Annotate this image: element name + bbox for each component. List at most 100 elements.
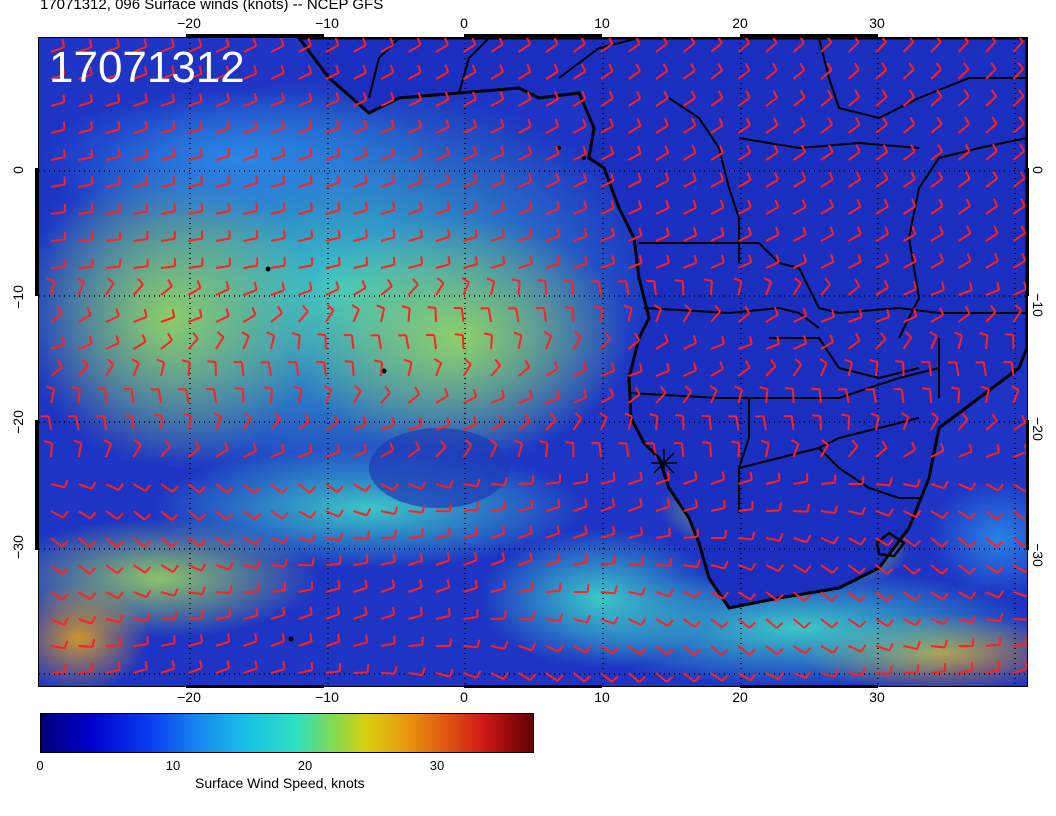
wind-barb-icon — [353, 201, 368, 215]
wind-barb-icon — [260, 361, 272, 377]
wind-barb-icon — [242, 307, 257, 323]
wind-barb-icon — [408, 64, 422, 80]
wind-barb-icon — [1012, 510, 1027, 521]
wind-barb-icon — [958, 282, 973, 296]
wind-barb-icon — [50, 359, 63, 377]
wind-barb-icon — [790, 439, 800, 458]
wind-barb-icon — [710, 499, 726, 512]
wind-barb-icon — [50, 66, 66, 80]
wind-barb-icon — [875, 537, 894, 547]
wind-barb-icon — [243, 257, 259, 269]
wind-barb-icon — [206, 388, 217, 404]
wind-barb-icon — [985, 636, 1002, 647]
wind-barb-icon — [875, 198, 889, 215]
wind-barb-icon — [985, 38, 997, 53]
wind-map[interactable]: 17071312 — [38, 37, 1028, 687]
wind-barb-icon — [215, 175, 231, 188]
wind-barb-icon — [820, 62, 833, 80]
wind-barb-icon — [985, 252, 999, 269]
wind-barb-icon — [453, 306, 465, 323]
wind-barb-icon — [188, 148, 203, 161]
wind-barb-icon — [188, 258, 204, 269]
wind-barb-icon — [150, 388, 162, 404]
wind-barb-icon — [490, 415, 505, 431]
wind-barb-icon — [573, 255, 588, 269]
wind-barb-icon — [188, 93, 203, 107]
wind-barb-icon — [624, 412, 633, 431]
wind-barb-icon — [133, 612, 151, 622]
lon-tick-label: 10 — [594, 689, 610, 705]
wind-barb-icon — [820, 505, 839, 515]
wind-barb-icon — [1012, 89, 1025, 107]
wind-barb-icon — [765, 199, 780, 215]
wind-barb-icon — [518, 475, 535, 485]
wind-barb-icon — [545, 525, 561, 539]
wind-barb-icon — [270, 65, 285, 80]
wind-barb-icon — [902, 89, 915, 107]
wind-barb-icon — [573, 473, 589, 485]
wind-barb-icon — [215, 308, 230, 323]
wind-barb-icon — [215, 483, 234, 494]
wind-barb-icon — [133, 230, 149, 242]
wind-barb-icon — [325, 483, 344, 493]
wind-barb-icon — [820, 199, 835, 215]
wind-barb-icon — [50, 617, 69, 626]
wind-barb-icon — [489, 439, 498, 458]
wind-barb-icon — [573, 525, 588, 539]
wind-barb-icon — [737, 305, 751, 323]
wind-barb-icon — [298, 119, 313, 134]
wind-barb-icon — [407, 38, 422, 53]
wind-barb-icon — [325, 414, 339, 431]
wind-barb-icon — [187, 280, 202, 296]
wind-barb-icon — [869, 359, 879, 377]
wind-barb-icon — [903, 618, 922, 627]
wind-barb-icon — [518, 173, 533, 188]
wind-barb-icon — [710, 560, 729, 570]
wind-barb-icon — [518, 642, 537, 652]
wind-barb-icon — [985, 89, 998, 107]
wind-barb-icon — [929, 331, 938, 350]
wind-barb-icon — [160, 564, 179, 573]
wind-barb-icon — [215, 120, 231, 134]
wind-barb-icon — [317, 333, 327, 350]
wind-barb-icon — [73, 439, 83, 458]
wind-barb-icon — [765, 90, 779, 107]
wind-barb-icon — [738, 254, 753, 269]
wind-barb-icon — [188, 660, 203, 674]
wind-barb-icon — [1012, 61, 1025, 80]
wind-barb-icon — [325, 606, 341, 620]
wind-barb-icon — [792, 38, 805, 53]
wind-barb-icon — [298, 65, 313, 80]
wind-barb-icon — [737, 672, 757, 682]
wind-barb-icon — [105, 38, 120, 53]
wind-barb-icon — [655, 63, 669, 80]
wind-barb-icon — [875, 642, 894, 652]
wind-barb-icon — [435, 637, 453, 648]
wind-barb-icon — [627, 332, 641, 350]
wind-barb-icon — [105, 258, 122, 269]
wind-barb-icon — [1012, 38, 1024, 53]
wind-barb-icon — [957, 171, 971, 188]
wind-barb-icon — [408, 91, 422, 107]
wind-barb-icon — [573, 145, 587, 161]
wind-barb-icon — [298, 444, 313, 458]
wind-barb-icon — [380, 174, 396, 188]
wind-barb-icon — [1012, 252, 1027, 269]
wind-barb-icon — [215, 633, 231, 647]
wind-barb-icon — [921, 360, 932, 377]
wind-barb-icon — [958, 443, 973, 458]
wind-barb-icon — [353, 443, 368, 458]
wind-barb-icon — [737, 618, 756, 629]
wind-barb-icon — [352, 483, 372, 493]
wind-barb-icon — [683, 335, 698, 350]
wind-barb-icon — [463, 118, 478, 134]
wind-barb-icon — [765, 226, 780, 242]
wind-barb-icon — [600, 525, 616, 539]
wind-barb-icon — [490, 173, 505, 188]
wind-barb-icon — [297, 413, 311, 431]
wind-barb-icon — [1012, 225, 1027, 242]
lat-tick-label: −30 — [9, 535, 26, 559]
wind-barb-icon — [133, 175, 149, 188]
axis-bar-bottom — [740, 685, 878, 688]
wind-barb-icon — [43, 440, 53, 458]
